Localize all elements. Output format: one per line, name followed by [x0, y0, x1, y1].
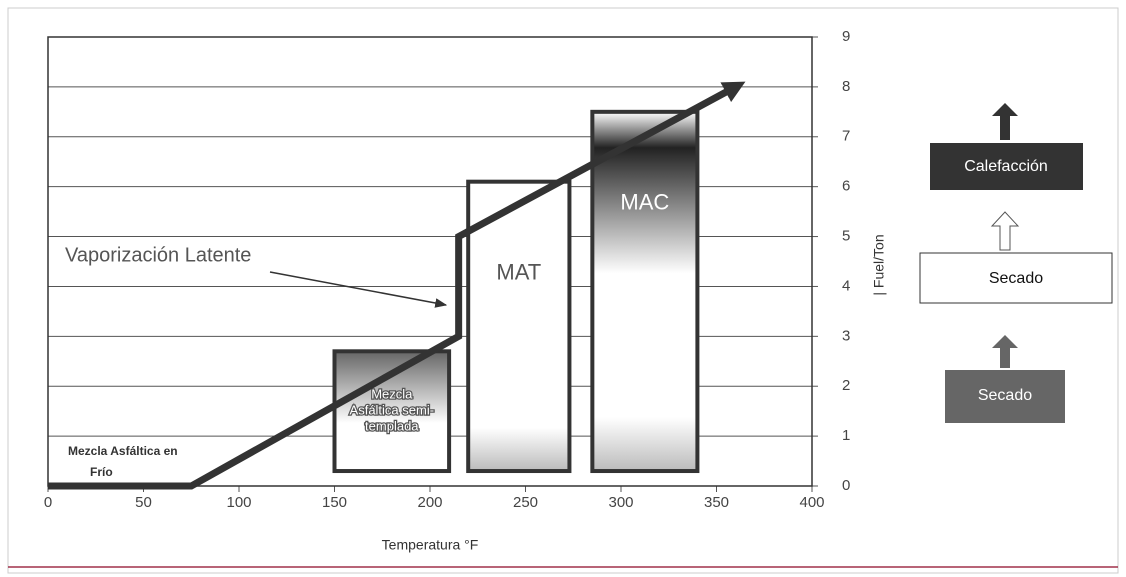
region-label: Asfáltica semi- — [350, 403, 435, 418]
line — [48, 81, 746, 490]
x-tick-label: 0 — [44, 494, 52, 511]
y-tick-label: 0 — [842, 477, 850, 494]
x-tick-label: 200 — [417, 494, 442, 511]
flow-label: Calefacción — [964, 158, 1048, 175]
flow-label: Secado — [978, 387, 1032, 404]
region — [590, 109, 700, 474]
x-tick-label: 300 — [608, 494, 633, 511]
region-label: MAT — [496, 259, 541, 284]
cold-mix-label: Mezcla Asfáltica en — [68, 444, 178, 458]
y-tick-label: 5 — [842, 228, 850, 245]
x-tick-label: 350 — [704, 494, 729, 511]
region-label: templada — [365, 419, 419, 434]
latent-label: Vaporización Latente — [65, 244, 251, 266]
y-tick-label: 2 — [842, 377, 850, 394]
x-tick-label: 150 — [322, 494, 347, 511]
region — [466, 179, 572, 474]
y-tick-label: 6 — [842, 178, 850, 195]
y-tick-label: 9 — [842, 28, 850, 45]
flow-box — [945, 370, 1065, 423]
x-axis-title: Temperatura °F — [382, 537, 479, 553]
x-tick-label: 400 — [799, 494, 824, 511]
page-border — [7, 7, 1119, 574]
x-tick-label: 250 — [513, 494, 538, 511]
y-axis-title: | Fuel/Ton — [871, 234, 887, 295]
region-label: Mezcla — [371, 387, 413, 402]
flow-label: Secado — [989, 270, 1043, 287]
flow-arrow — [990, 211, 1020, 251]
flow-box — [930, 143, 1083, 190]
flow-box — [919, 252, 1113, 304]
flow-arrow — [992, 335, 1018, 368]
x-tick-label: 100 — [226, 494, 251, 511]
cold-mix-label: Frío — [90, 465, 113, 479]
plot: 0 1 2 3 4 5 6 7 8 9 0 50 100 150 200 250 300 350 400 Mezcla… — [44, 28, 851, 511]
plot-frame — [47, 36, 813, 487]
x-tick-label: 50 — [135, 494, 152, 511]
y-tick-label: 3 — [842, 327, 850, 344]
y-tick-label: 8 — [842, 78, 850, 95]
y-tick-label: 4 — [842, 277, 850, 294]
latent-arrow — [269, 271, 448, 308]
y-tick-label: 7 — [842, 128, 850, 145]
y-tick-label: 1 — [842, 427, 850, 444]
flow-arrow — [992, 103, 1018, 140]
region-label: MAC — [620, 190, 669, 215]
